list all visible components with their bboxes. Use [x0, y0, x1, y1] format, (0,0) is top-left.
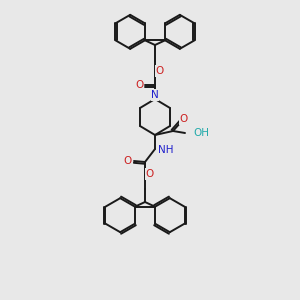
Text: O: O	[124, 156, 132, 166]
Text: O: O	[146, 169, 154, 179]
Text: N: N	[151, 90, 159, 100]
Text: OH: OH	[193, 128, 209, 138]
Text: O: O	[180, 114, 188, 124]
Text: NH: NH	[158, 145, 173, 155]
Text: O: O	[135, 80, 143, 90]
Text: O: O	[156, 66, 164, 76]
